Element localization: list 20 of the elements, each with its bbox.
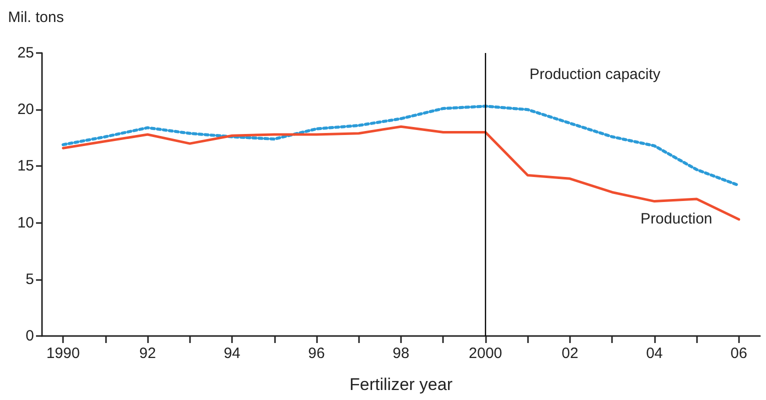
x-tick-label: 94 xyxy=(224,345,240,362)
y-tick-label: 15 xyxy=(17,158,34,175)
y-axis-title: Mil. tons xyxy=(8,9,64,26)
line-series xyxy=(62,104,740,187)
x-tick-label: 02 xyxy=(562,345,578,362)
y-tick-label: 5 xyxy=(26,270,34,288)
x-tick-label: 96 xyxy=(308,345,325,362)
y-tick-label: 25 xyxy=(17,44,34,62)
y-tick-label: 0 xyxy=(26,328,34,344)
y-tick-label: 20 xyxy=(17,101,34,118)
x-tick-label: 06 xyxy=(730,345,748,362)
x-axis-title: Fertilizer year xyxy=(350,375,453,394)
x-tick-label: 1990 xyxy=(46,345,80,362)
x-tick-label: 92 xyxy=(139,345,156,362)
series-label: Production xyxy=(640,210,712,228)
y-tick-label: 10 xyxy=(17,214,34,232)
series-label: Production capacity xyxy=(529,66,661,84)
x-tick-label: 98 xyxy=(392,345,410,362)
x-tick-label: 04 xyxy=(646,345,663,362)
x-tick-label: 2000 xyxy=(468,345,502,362)
